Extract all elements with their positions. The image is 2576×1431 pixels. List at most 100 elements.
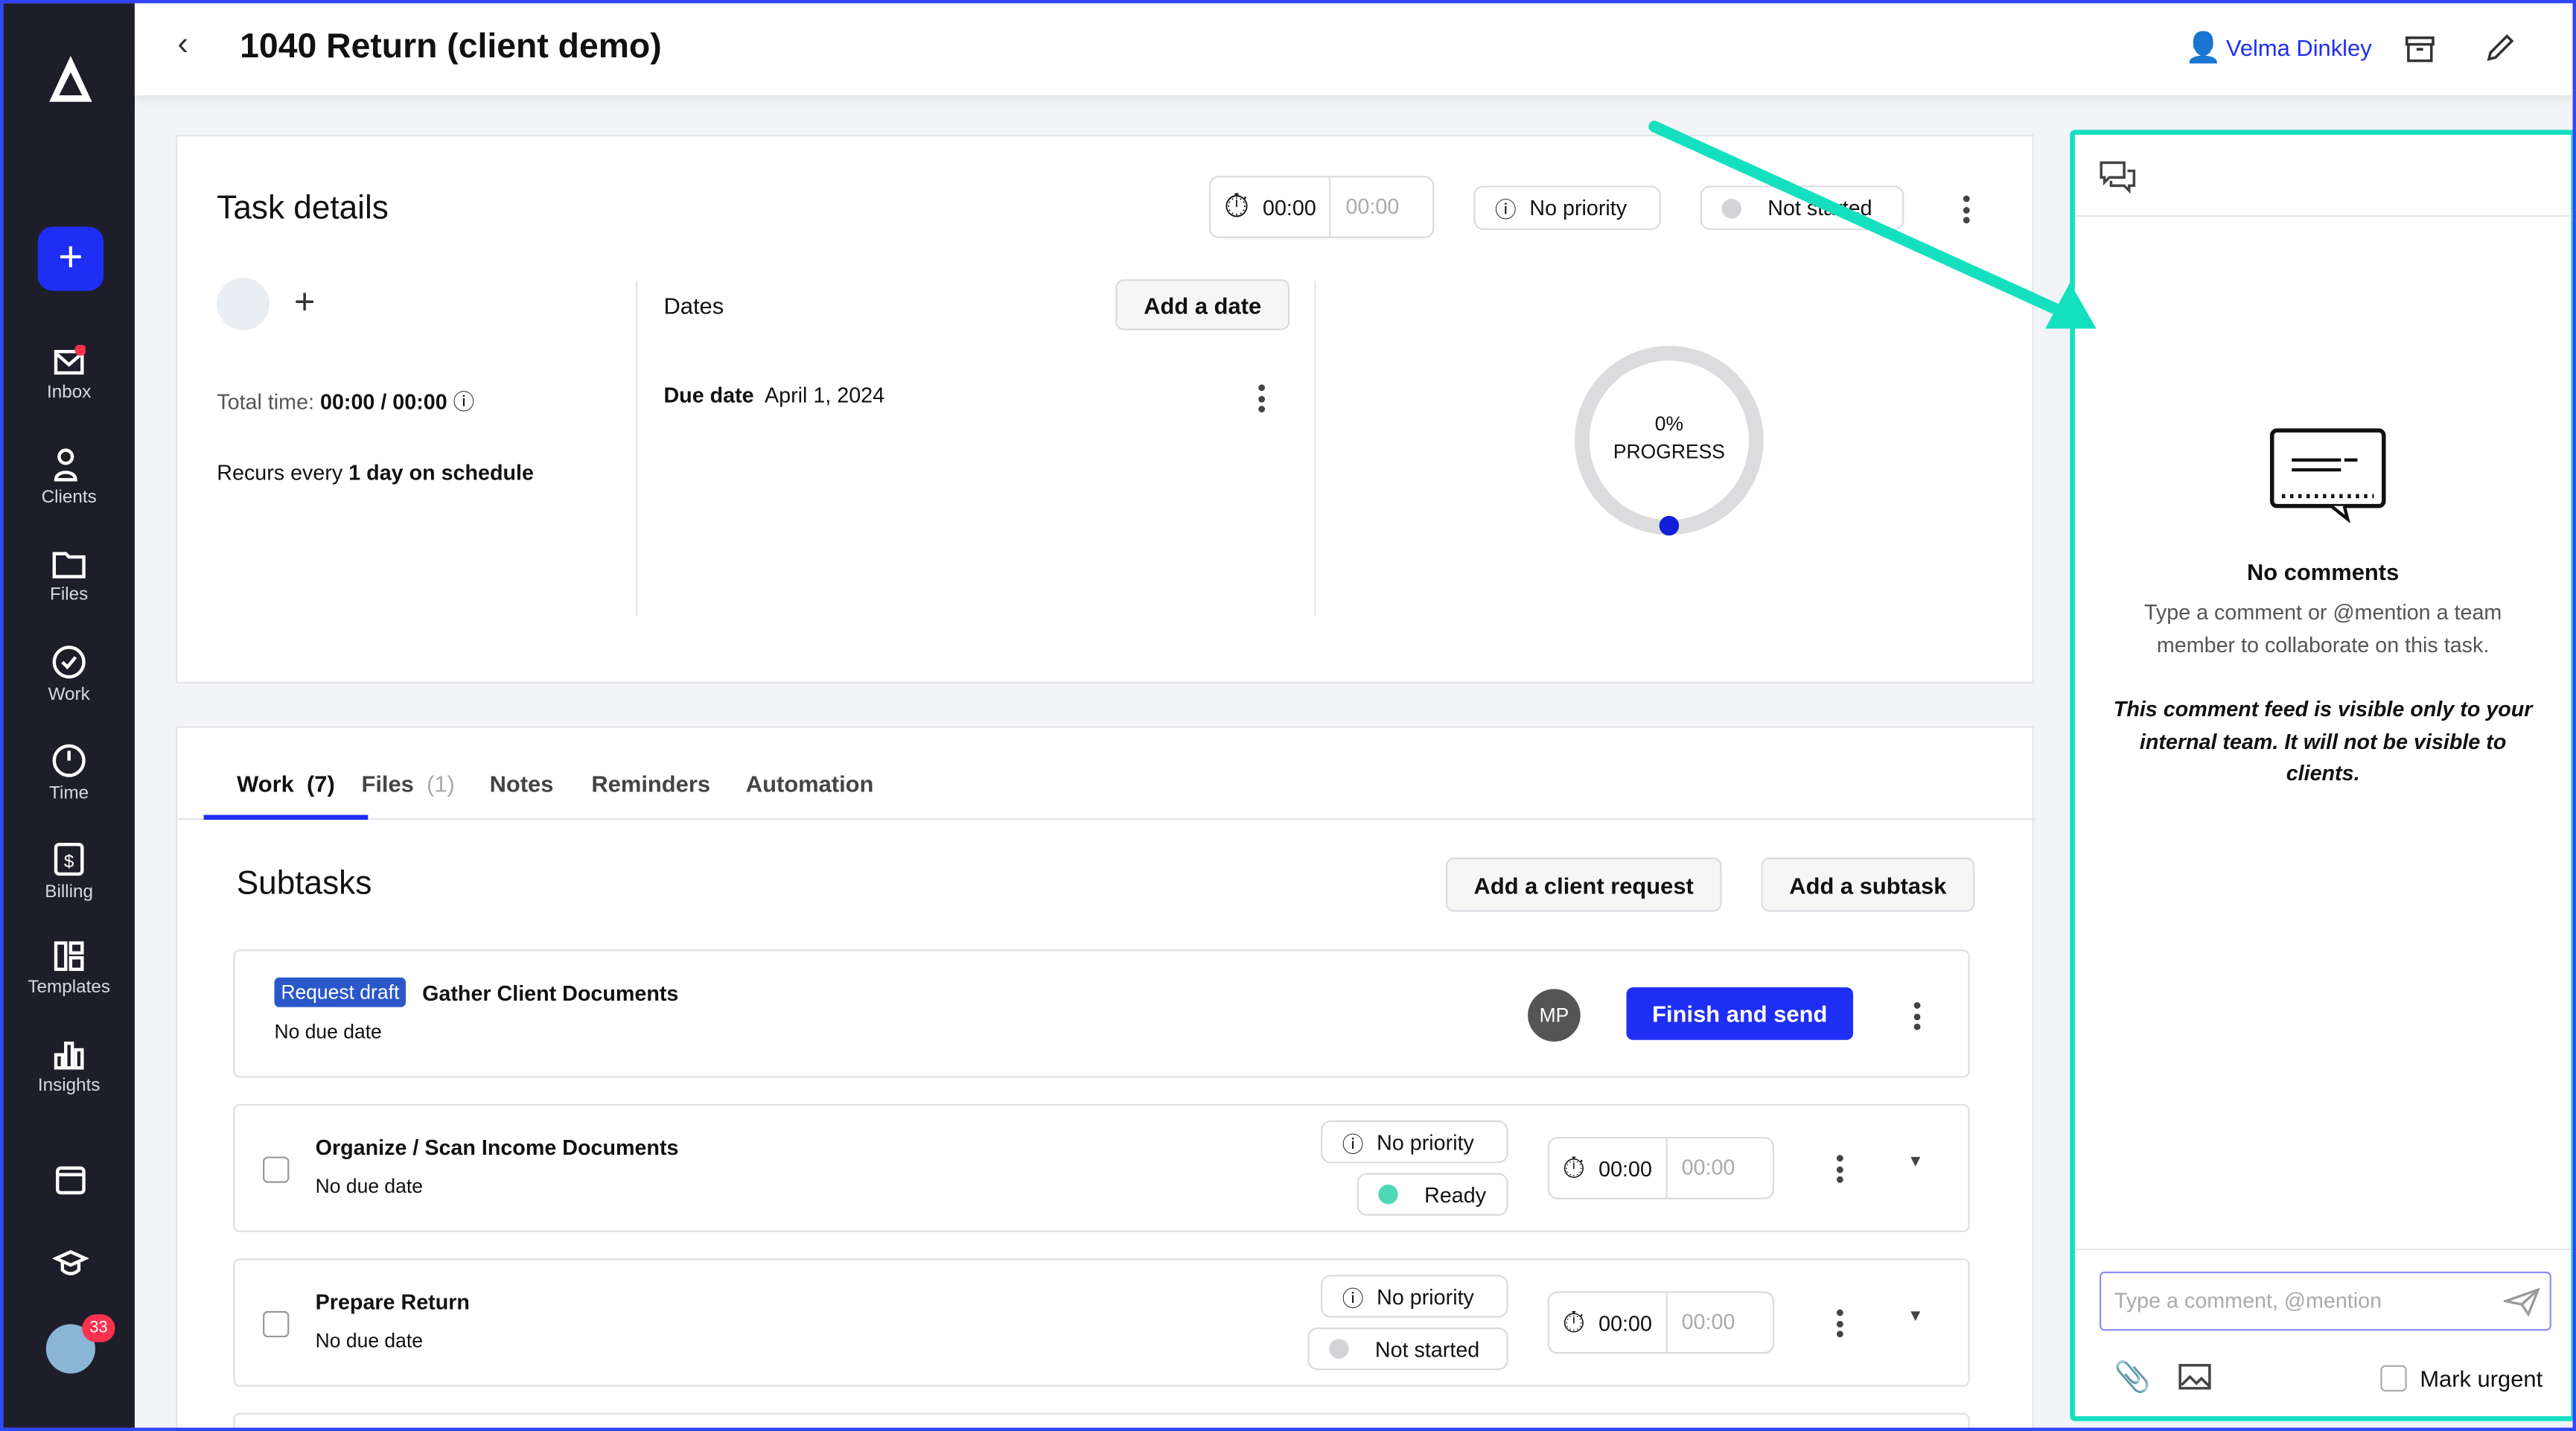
label: Clients: [41, 488, 97, 508]
more-icon[interactable]: [1963, 195, 1970, 228]
calendar-icon[interactable]: [54, 1163, 87, 1196]
comments-panel: No comments Type a comment or @mention a…: [2070, 130, 2573, 1421]
sidebar-item-templates[interactable]: Templates: [3, 940, 135, 997]
sidebar-item-billing[interactable]: $ Billing: [3, 841, 135, 902]
add-date-button[interactable]: Add a date: [1115, 279, 1290, 331]
assignee-avatar[interactable]: MP: [1528, 989, 1581, 1042]
sidebar-item-files[interactable]: Files: [3, 547, 135, 605]
subtask-name[interactable]: Organize / Scan Income Documents: [315, 1135, 679, 1160]
comment-input[interactable]: Type a comment, @mention: [2100, 1271, 2551, 1331]
insights-icon: [54, 1041, 84, 1070]
subtask-checkbox[interactable]: [263, 1156, 290, 1183]
status-dot: [1329, 1339, 1349, 1359]
sidebar-item-clients[interactable]: Clients: [3, 447, 135, 508]
timer-icon: ⏱: [1562, 1305, 1586, 1339]
sidebar-item-insights[interactable]: Insights: [3, 1039, 135, 1096]
attachment-icon[interactable]: 📎: [2114, 1360, 2152, 1394]
subtask-row[interactable]: [233, 1412, 1970, 1428]
subtask-name[interactable]: Gather Client Documents: [422, 981, 679, 1006]
academy-icon[interactable]: [52, 1247, 89, 1280]
subtask-row[interactable]: Request draft Gather Client Documents No…: [233, 949, 1970, 1078]
subtask-due: No due date: [274, 1020, 382, 1044]
tab-automation[interactable]: Automation: [745, 770, 874, 797]
subtask-due: No due date: [315, 1329, 423, 1353]
progress-ring: [1575, 345, 1764, 536]
back-icon[interactable]: ‹: [177, 26, 189, 63]
no-comments-illustration: [2269, 428, 2386, 524]
edit-icon[interactable]: [2484, 31, 2516, 64]
folder-icon: [52, 552, 86, 579]
estimate-value[interactable]: 00:00: [1329, 177, 1399, 237]
sidebar-item-work[interactable]: Work: [3, 644, 135, 705]
image-icon[interactable]: [2178, 1363, 2211, 1390]
sidebar-item-inbox[interactable]: Inbox: [3, 345, 135, 403]
sidebar-item-time[interactable]: Time: [3, 742, 135, 803]
notification-badge: 33: [82, 1314, 115, 1342]
status-select[interactable]: Not started: [1700, 185, 1904, 230]
timer-icon: ⏱: [1562, 1150, 1586, 1184]
section-title: Task details: [217, 190, 389, 227]
priority-icon: ⓘ: [1495, 197, 1517, 222]
user-icon: 👤: [2184, 31, 2222, 65]
add-client-request-button[interactable]: Add a client request: [1445, 857, 1722, 912]
status-dot: [1378, 1184, 1398, 1205]
create-button[interactable]: +: [37, 226, 104, 291]
billing-icon: $: [54, 842, 84, 876]
request-draft-badge: Request draft: [274, 977, 407, 1007]
priority-select[interactable]: ⓘ No priority: [1321, 1275, 1508, 1318]
comments-icon: [2100, 161, 2136, 194]
tab-notes[interactable]: Notes: [489, 770, 554, 797]
more-icon[interactable]: [1836, 1155, 1843, 1187]
subtask-row[interactable]: Prepare Return No due date ⓘ No priority …: [233, 1258, 1970, 1387]
progress-value: 0%: [1654, 412, 1684, 436]
tab-work[interactable]: Work (7): [203, 771, 369, 820]
add-assignee-icon[interactable]: +: [293, 281, 316, 322]
status-select[interactable]: Not started: [1307, 1327, 1508, 1371]
timer-icon: ⏱: [1223, 188, 1250, 225]
assignee-avatar[interactable]: [217, 277, 270, 331]
more-icon[interactable]: [1913, 1002, 1921, 1034]
expand-icon[interactable]: ▼: [1907, 1153, 1924, 1172]
timer-control[interactable]: ⏱ 00:00 00:00: [1209, 176, 1435, 238]
subtask-name[interactable]: Prepare Return: [315, 1290, 470, 1315]
timer-value: 00:00: [1263, 194, 1316, 220]
divider: [635, 281, 638, 616]
priority-icon: ⓘ: [1342, 1285, 1364, 1310]
priority-select[interactable]: ⓘ No priority: [1473, 185, 1661, 230]
page-title: 1040 Return (client demo): [240, 28, 662, 66]
mark-urgent-checkbox[interactable]: [2380, 1365, 2407, 1392]
status-select[interactable]: Ready: [1356, 1173, 1508, 1216]
more-icon[interactable]: [1836, 1309, 1843, 1342]
recurrence: Recurs every 1 day on schedule: [217, 459, 534, 485]
expand-icon[interactable]: ▼: [1907, 1307, 1924, 1326]
archive-icon[interactable]: [2403, 33, 2436, 66]
clients-icon: [54, 448, 77, 482]
finish-and-send-button[interactable]: Finish and send: [1626, 987, 1854, 1040]
label: Time: [49, 783, 89, 804]
assignee-link[interactable]: Velma Dinkley: [2225, 34, 2372, 61]
timer-control[interactable]: ⏱ 00:00 00:00: [1547, 1291, 1775, 1354]
mark-urgent-label[interactable]: Mark urgent: [2420, 1365, 2543, 1392]
check-circle-icon: [52, 646, 86, 679]
subtask-due: No due date: [315, 1174, 423, 1198]
empty-text: Type a comment or @mention a team member…: [2143, 599, 2502, 657]
timer-control[interactable]: ⏱ 00:00 00:00: [1547, 1136, 1775, 1199]
label: Work: [48, 685, 90, 705]
label: Inbox: [46, 383, 92, 403]
subtask-checkbox[interactable]: [263, 1310, 290, 1338]
priority-select[interactable]: ⓘ No priority: [1321, 1120, 1508, 1164]
priority-icon: ⓘ: [1342, 1131, 1364, 1156]
due-date: Due date April 1, 2024: [663, 383, 885, 408]
empty-title: No comments: [2246, 558, 2400, 585]
tab-reminders[interactable]: Reminders: [591, 770, 711, 797]
subtask-row[interactable]: Organize / Scan Income Documents No due …: [233, 1103, 1970, 1232]
tab-files[interactable]: Files (1): [361, 770, 455, 797]
label: Billing: [45, 882, 94, 902]
comment-placeholder: Type a comment, @mention: [2114, 1287, 2382, 1313]
add-subtask-button[interactable]: Add a subtask: [1761, 857, 1975, 912]
timer-icon: [52, 744, 86, 777]
due-date-more-icon[interactable]: [1258, 384, 1266, 416]
task-details-card: Task details ⏱ 00:00 00:00 ⓘ No priority N…: [176, 134, 2034, 683]
visibility-notice: This comment feed is visible only to you…: [2113, 696, 2533, 785]
send-icon[interactable]: [2503, 1287, 2540, 1316]
